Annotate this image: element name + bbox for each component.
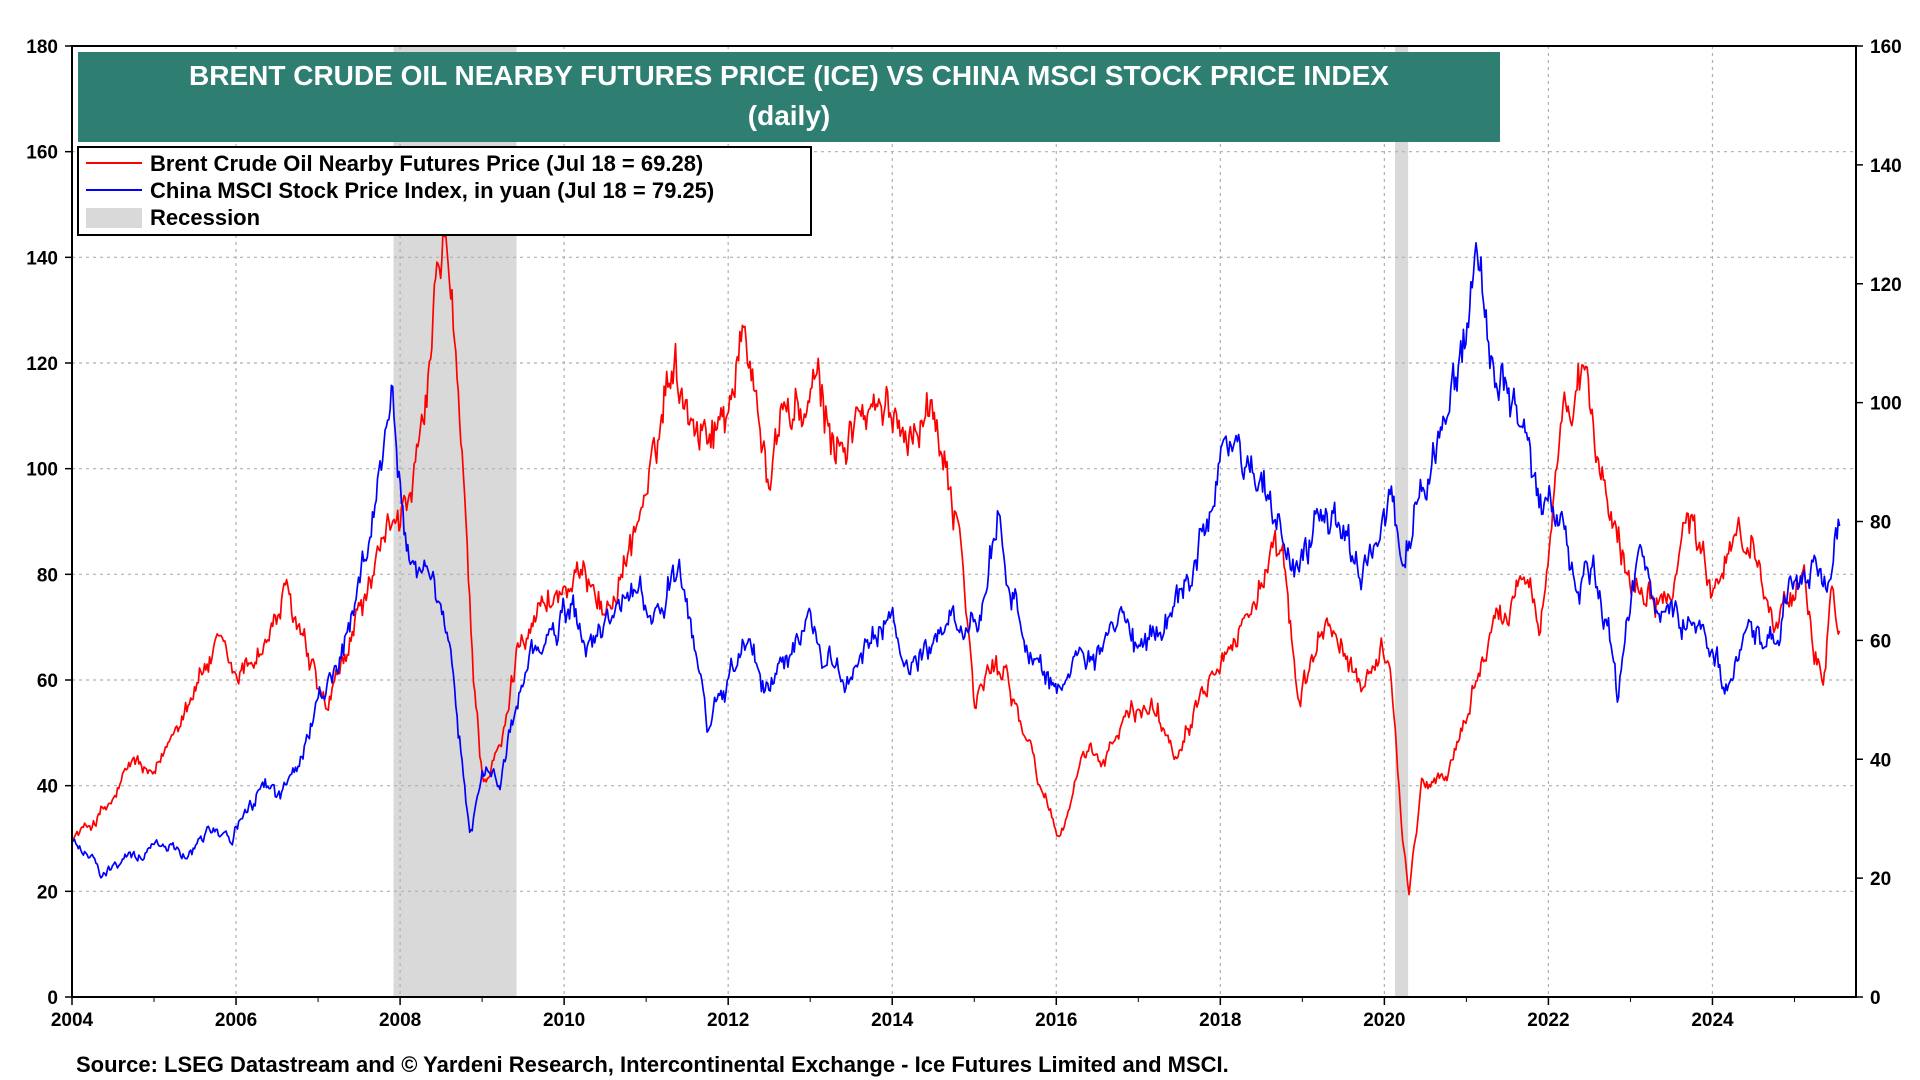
x-tick-label: 2022 bbox=[1527, 1010, 1569, 1031]
series-brent-line bbox=[71, 225, 1841, 896]
y-right-tick-label: 80 bbox=[1870, 513, 1891, 534]
y-right-tick-label: 20 bbox=[1870, 869, 1891, 890]
x-tick-label: 2010 bbox=[543, 1010, 585, 1031]
x-tick-label: 2008 bbox=[379, 1010, 421, 1031]
chart-title: BRENT CRUDE OIL NEARBY FUTURES PRICE (IC… bbox=[189, 60, 1389, 91]
x-tick-label: 2024 bbox=[1691, 1010, 1734, 1031]
chart-subtitle: (daily) bbox=[748, 100, 830, 131]
y-left-tick-label: 180 bbox=[26, 37, 58, 58]
y-right-tick-label: 140 bbox=[1870, 156, 1902, 177]
x-tick-label: 2020 bbox=[1363, 1010, 1405, 1031]
y-right-tick-label: 0 bbox=[1870, 988, 1881, 1009]
y-right-tick-label: 160 bbox=[1870, 37, 1902, 58]
legend-entry-recession: Recession bbox=[150, 205, 260, 230]
y-left-tick-label: 60 bbox=[37, 671, 58, 692]
x-tick-label: 2014 bbox=[871, 1010, 914, 1031]
y-left-tick-label: 160 bbox=[26, 143, 58, 164]
x-tick-label: 2012 bbox=[707, 1010, 749, 1031]
legend-entry-china: China MSCI Stock Price Index, in yuan (J… bbox=[150, 178, 714, 203]
y-right-tick-label: 120 bbox=[1870, 275, 1902, 296]
legend: Brent Crude Oil Nearby Futures Price (Ju… bbox=[77, 146, 812, 236]
legend-swatch-recession bbox=[86, 208, 142, 228]
legend-entry-brent: Brent Crude Oil Nearby Futures Price (Ju… bbox=[150, 151, 703, 176]
y-left-tick-label: 40 bbox=[37, 777, 58, 798]
source-note: Source: LSEG Datastream and © Yardeni Re… bbox=[76, 1052, 1229, 1077]
recession-band-1 bbox=[1395, 46, 1409, 997]
x-tick-label: 2016 bbox=[1035, 1010, 1077, 1031]
title-box bbox=[78, 52, 1500, 142]
y-right-tick-label: 100 bbox=[1870, 394, 1902, 415]
y-left-tick-label: 0 bbox=[47, 988, 58, 1009]
y-left-tick-label: 20 bbox=[37, 882, 58, 903]
y-right-tick-label: 40 bbox=[1870, 750, 1891, 771]
y-left-tick-label: 140 bbox=[26, 248, 58, 269]
y-right-tick-label: 60 bbox=[1870, 631, 1891, 652]
legend-box bbox=[77, 146, 812, 236]
axis-layer: 2004 2006 2008 2010 2012 2014 2016 2018 2020 2022… bbox=[26, 37, 1901, 1031]
y-left-tick-label: 120 bbox=[26, 354, 58, 375]
x-tick-label: 2004 bbox=[51, 1010, 94, 1031]
y-left-tick-label: 80 bbox=[37, 565, 58, 586]
x-tick-label: 2018 bbox=[1199, 1010, 1241, 1031]
series-layer bbox=[71, 225, 1841, 896]
series-china-line bbox=[71, 241, 1841, 879]
x-tick-label: 2006 bbox=[215, 1010, 257, 1031]
y-left-tick-label: 100 bbox=[26, 460, 58, 481]
